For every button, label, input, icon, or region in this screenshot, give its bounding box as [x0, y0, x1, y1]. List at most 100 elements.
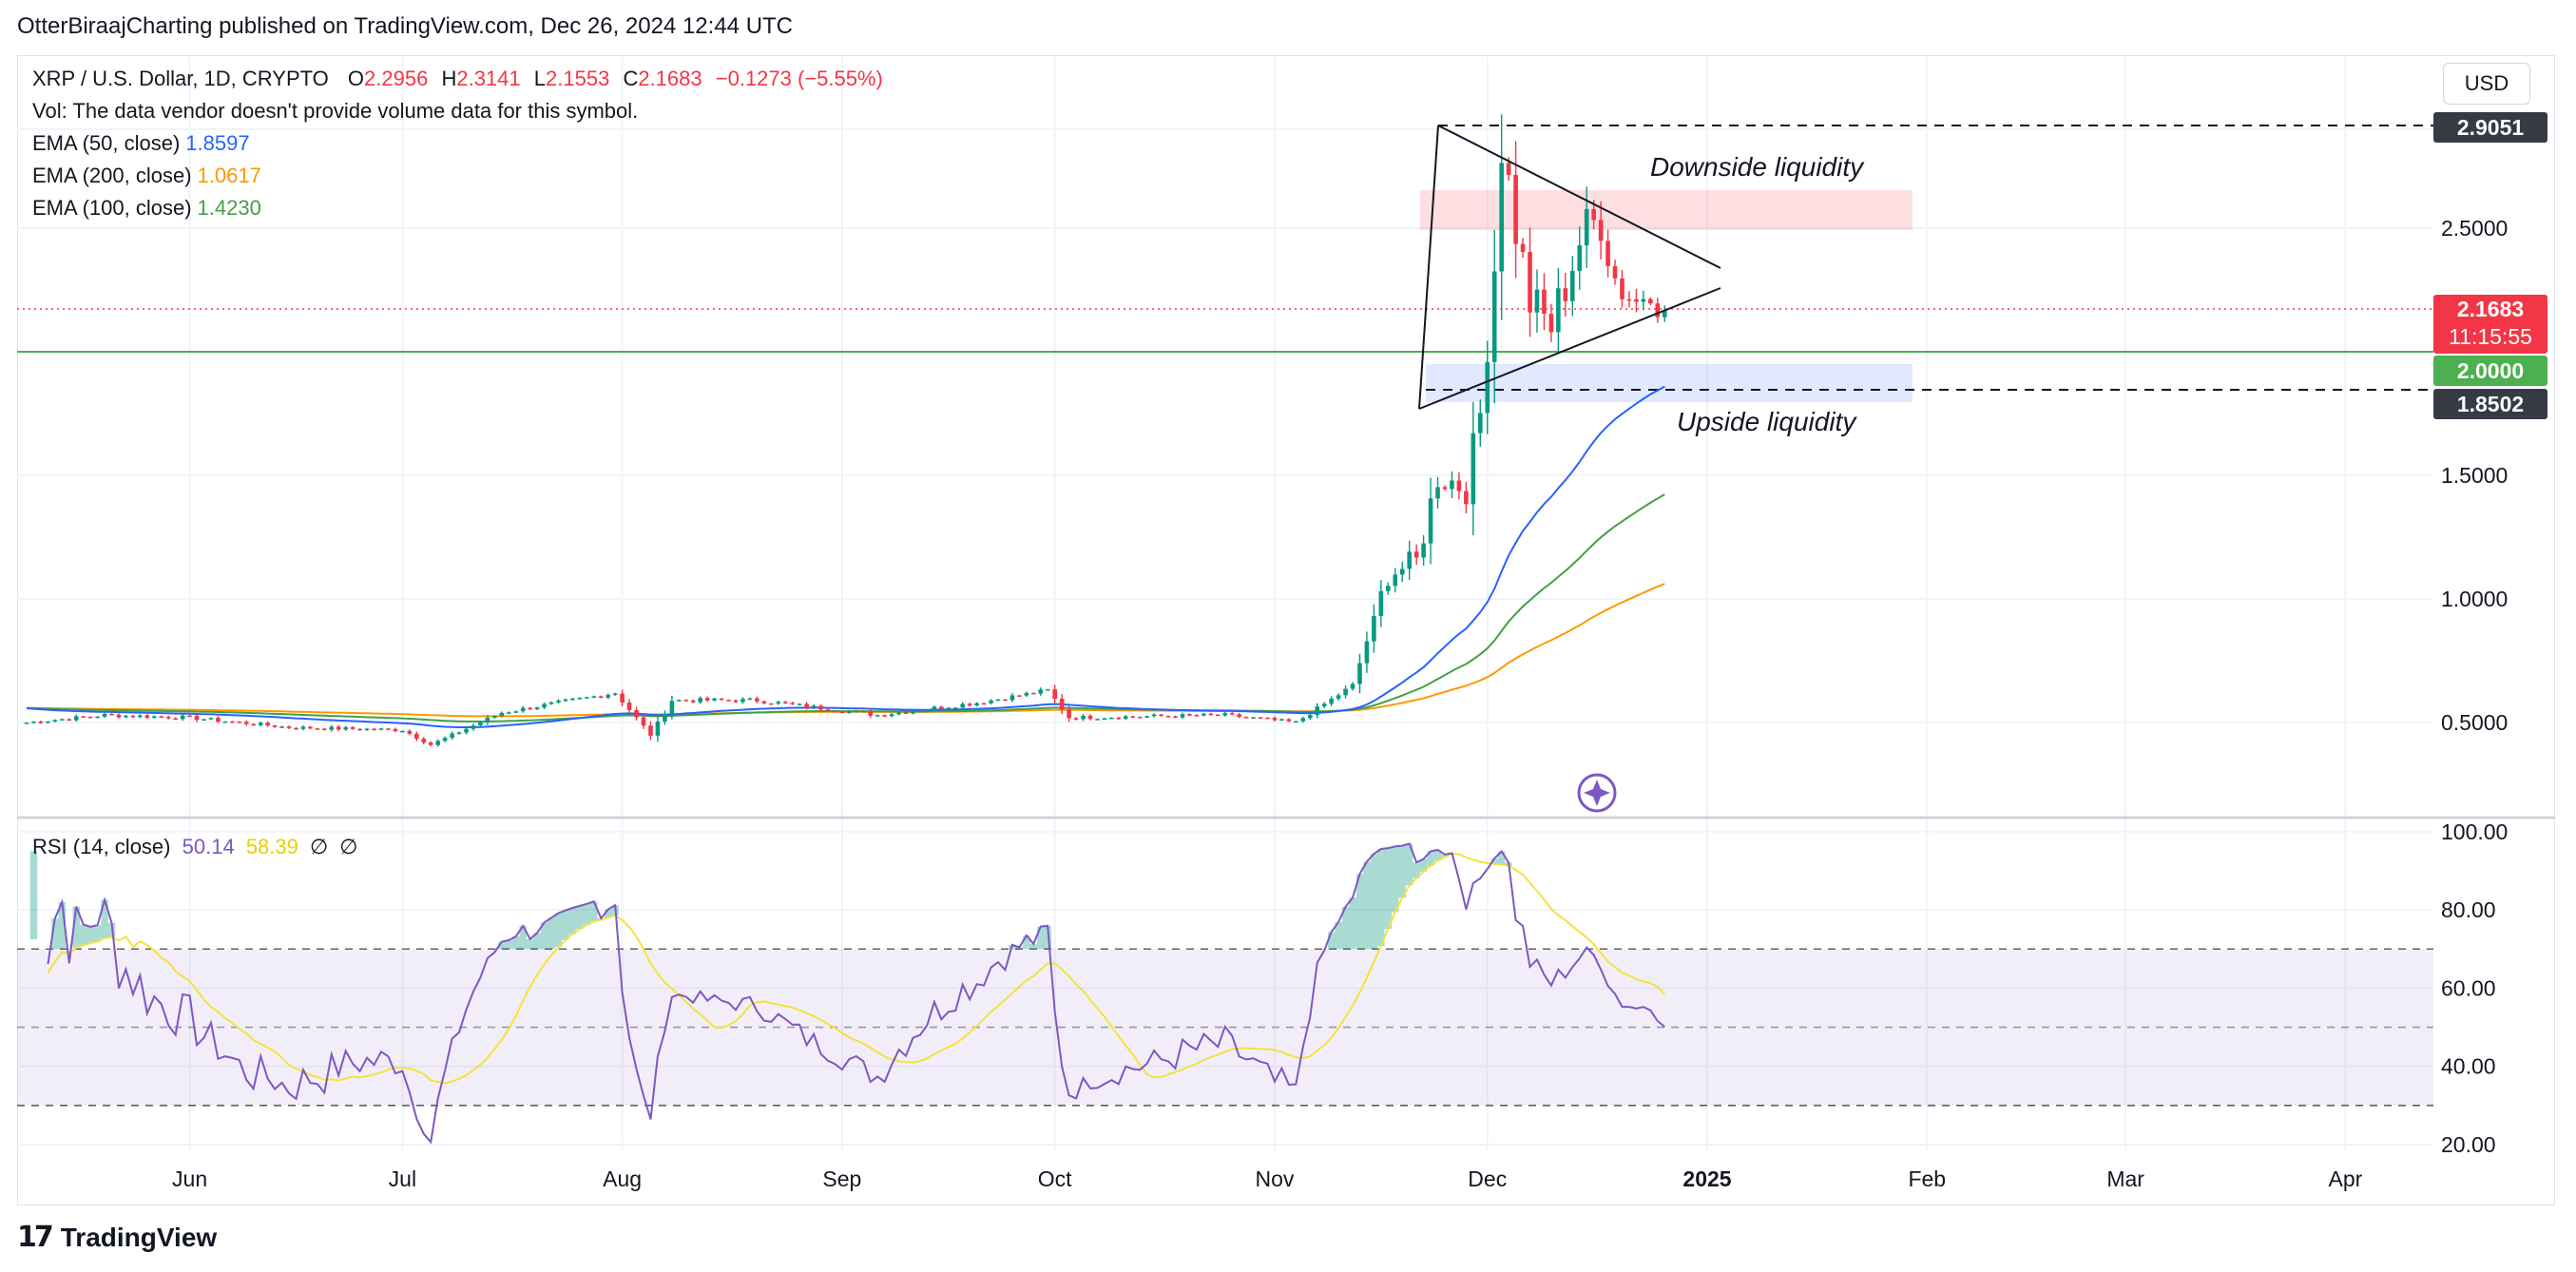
candle-body — [1569, 270, 1575, 301]
candle-body — [1528, 251, 1532, 313]
candle-body — [393, 728, 398, 732]
triangle-upper-line[interactable] — [1437, 125, 1721, 269]
candle-body — [1386, 586, 1391, 591]
candle-body — [1513, 174, 1518, 244]
candle-body — [960, 703, 966, 708]
low-value: 2.1553 — [546, 67, 610, 90]
candle-body — [585, 697, 589, 699]
candle-body — [946, 707, 952, 709]
legend-rsi[interactable]: RSI (14, close) 50.14 58.39 ∅ ∅ — [32, 835, 357, 859]
candle-body — [1237, 714, 1241, 718]
candle-body — [1612, 265, 1618, 279]
candle-body — [1038, 689, 1044, 694]
candle-body — [442, 738, 448, 742]
candle-body — [868, 711, 874, 716]
countdown-value: 11:15:55 — [2449, 324, 2532, 349]
candle-body — [698, 698, 702, 703]
rsi-tick-label: 100.00 — [2441, 819, 2508, 844]
candle-body — [677, 700, 682, 702]
symbol-name[interactable]: XRP / U.S. Dollar, 1D, CRYPTO — [32, 67, 329, 90]
legend-ema100[interactable]: EMA (100, close) 1.4230 — [32, 196, 261, 221]
candle-body — [1144, 716, 1149, 718]
currency-button[interactable]: USD — [2443, 63, 2530, 105]
candle-body — [1137, 717, 1143, 719]
candle-body — [1045, 689, 1050, 691]
downside-liquidity-label[interactable]: Downside liquidity — [1650, 152, 1864, 182]
candle-body — [974, 703, 979, 706]
candle-body — [1506, 163, 1511, 175]
candle-body — [180, 715, 185, 720]
price-tag-current: 2.1683 11:15:55 — [2433, 295, 2547, 354]
candle-body — [733, 700, 739, 703]
candle-body — [343, 726, 348, 730]
triangle-left-line[interactable] — [1418, 125, 1439, 410]
upside-liquidity-label[interactable]: Upside liquidity — [1677, 407, 1856, 436]
candle-body — [1243, 717, 1249, 719]
candle-body — [372, 728, 376, 731]
time-tick-label: Apr — [2329, 1166, 2363, 1191]
candle-body — [534, 707, 540, 710]
candle-body — [407, 730, 413, 734]
candle-body — [1095, 719, 1100, 721]
candle-body — [1605, 241, 1610, 266]
candle-body — [208, 718, 214, 720]
candle-body — [903, 712, 909, 714]
candle-body — [60, 719, 65, 721]
candle-body — [1208, 713, 1214, 716]
ema50-line[interactable] — [26, 385, 1665, 728]
current-price-value: 2.1683 — [2456, 297, 2525, 321]
time-tick-label: Jul — [389, 1166, 416, 1191]
candle-body — [159, 716, 164, 718]
candle-body — [1435, 487, 1440, 499]
candle-body — [882, 715, 887, 717]
change-value: −0.1273 (−5.55%) — [715, 67, 883, 90]
candle-body — [606, 695, 611, 698]
candle-body — [1102, 718, 1107, 721]
candle-body — [1272, 718, 1278, 721]
price-tag-top: 2.9051 — [2433, 112, 2547, 143]
tradingview-logo-icon: 𝟭𝟳 — [17, 1222, 54, 1253]
rsi-ma-line[interactable] — [47, 853, 1666, 1085]
candle-body — [1279, 719, 1284, 721]
candle-body — [669, 701, 675, 714]
rsi-line[interactable] — [47, 842, 1665, 1145]
candle-body — [1584, 208, 1589, 246]
triangle-lower-line[interactable] — [1418, 287, 1721, 410]
brand-footer[interactable]: 𝟭𝟳 TradingView — [17, 1221, 217, 1254]
candle-body — [626, 703, 632, 710]
candle-body — [1399, 569, 1405, 575]
candle-body — [1215, 714, 1221, 717]
candle-body — [187, 715, 192, 718]
rsi-extra-2: ∅ — [339, 835, 358, 858]
candle-body — [1081, 715, 1086, 720]
ema50-value: 1.8597 — [185, 131, 250, 155]
legend-ema50[interactable]: EMA (50, close) 1.8597 — [32, 131, 250, 156]
candle-body — [1407, 551, 1412, 569]
sparkle-icon[interactable] — [1577, 773, 1617, 813]
candle-body — [556, 700, 561, 703]
candle-body — [932, 706, 937, 710]
candle-body — [648, 725, 653, 736]
candle-body — [450, 733, 454, 739]
candle-body — [1180, 714, 1185, 718]
candle-body — [124, 715, 128, 718]
candle-body — [421, 739, 427, 743]
candle-body — [138, 715, 143, 718]
candle-body — [528, 707, 532, 710]
ema100-line[interactable] — [26, 493, 1665, 723]
close-value: 2.1683 — [638, 67, 702, 90]
candle-body — [1009, 695, 1015, 701]
candle-body — [300, 726, 306, 729]
candle-body — [81, 716, 86, 718]
upside-liquidity-zone — [1426, 364, 1913, 402]
ema200-line[interactable] — [26, 583, 1665, 718]
candle-body — [1194, 715, 1200, 717]
legend-ema200[interactable]: EMA (200, close) 1.0617 — [32, 164, 261, 188]
candle-body — [1109, 717, 1114, 720]
rsi-overbought-fill — [29, 843, 1512, 950]
candle-body — [1307, 715, 1313, 719]
candle-body — [1450, 480, 1454, 490]
candle-body — [719, 698, 724, 701]
rsi-label: RSI (14, close) — [32, 835, 171, 858]
